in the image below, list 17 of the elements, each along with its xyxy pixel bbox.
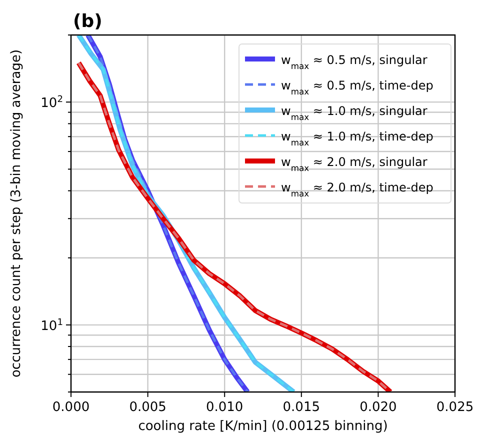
legend-label: w$_{max}$ ≈ 2.0 m/s, time-dep (281, 180, 434, 198)
x-tick-label: 0.005 (129, 400, 166, 415)
y-tick-label: 10$^{1}$ (40, 318, 63, 334)
x-tick-label: 0.025 (436, 400, 474, 415)
y-tick-label: 10$^{2}$ (40, 95, 63, 112)
legend-label: w$_{max}$ ≈ 0.5 m/s, singular (281, 53, 428, 71)
x-axis-title: cooling rate [K/min] (0.00125 binning) (138, 419, 388, 434)
x-tick-label: 0.000 (52, 400, 90, 415)
x-tick-label: 0.015 (282, 400, 320, 415)
legend-label: w$_{max}$ ≈ 1.0 m/s, time-dep (281, 130, 434, 148)
chart-title: (b) (73, 11, 102, 32)
y-axis-title: occurrence count per step (3-bin moving average) (9, 49, 24, 378)
legend-label: w$_{max}$ ≈ 2.0 m/s, singular (281, 155, 428, 173)
x-tick-label: 0.010 (206, 400, 244, 415)
x-tick-label: 0.020 (360, 400, 397, 415)
legend-label: w$_{max}$ ≈ 1.0 m/s, singular (281, 104, 428, 122)
legend-label: w$_{max}$ ≈ 0.5 m/s, time-dep (281, 78, 434, 96)
